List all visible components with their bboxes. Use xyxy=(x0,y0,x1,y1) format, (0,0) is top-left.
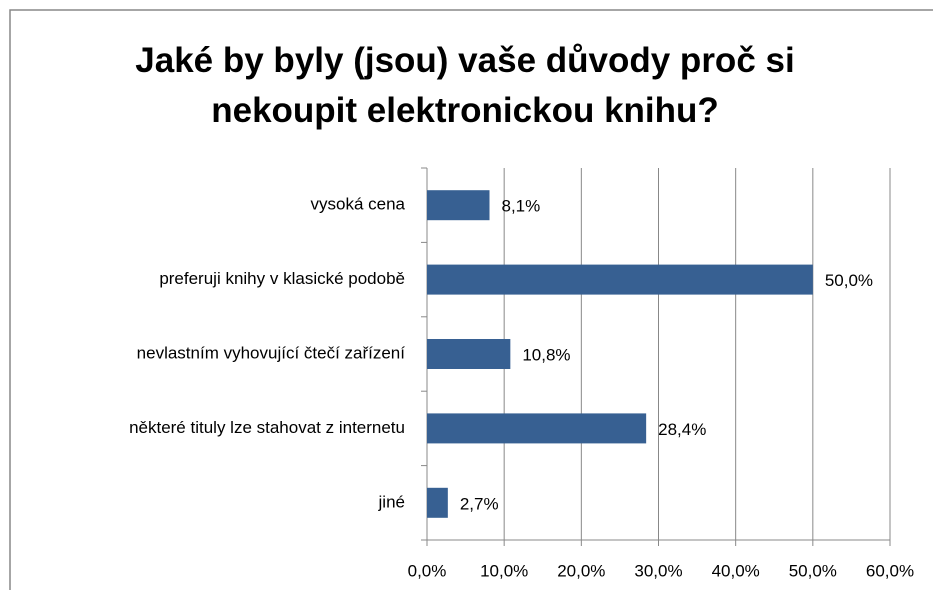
x-tick-label: 0,0% xyxy=(408,561,447,580)
x-tick-label: 20,0% xyxy=(557,561,605,580)
y-tick-label: jiné xyxy=(378,492,405,511)
y-tick-label: preferuji knihy v klasické podobě xyxy=(159,269,405,288)
x-tick-label: 30,0% xyxy=(634,561,682,580)
x-tick-label: 60,0% xyxy=(866,561,914,580)
bar xyxy=(427,264,813,295)
chart-frame xyxy=(9,9,933,590)
bar xyxy=(427,487,448,518)
y-tick-label: některé tituly lze stahovat z internetu xyxy=(129,418,405,437)
chart-title: Jaké by byly (jsou) vaše důvody proč si … xyxy=(135,41,795,130)
bar xyxy=(427,339,511,369)
data-label: 2,7% xyxy=(460,494,499,513)
x-tick-label: 40,0% xyxy=(712,561,760,580)
data-label: 50,0% xyxy=(825,271,873,290)
data-label: 8,1% xyxy=(502,197,541,216)
data-label: 28,4% xyxy=(658,420,706,439)
y-tick-label: nevlastním vyhovující čtečí zařízení xyxy=(137,343,406,362)
bar xyxy=(427,190,490,221)
x-tick-label: 10,0% xyxy=(480,561,528,580)
bar xyxy=(427,413,647,444)
x-tick-label: 50,0% xyxy=(789,561,837,580)
y-tick-label: vysoká cena xyxy=(311,195,406,214)
data-label: 10,8% xyxy=(522,345,570,364)
